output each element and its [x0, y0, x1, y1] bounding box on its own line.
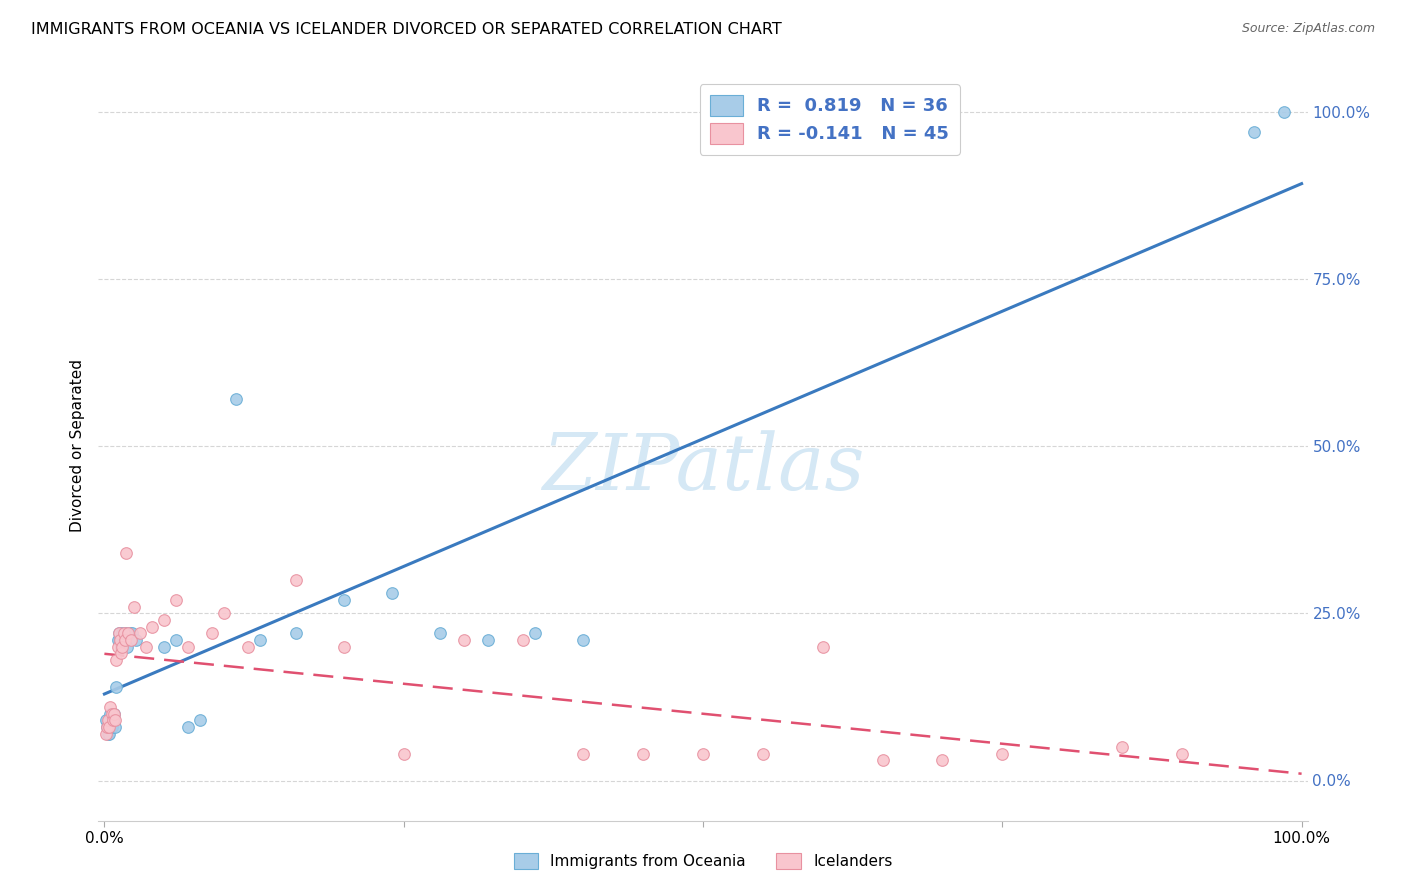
Point: [153, 640, 176, 654]
Point: [104, 720, 127, 734]
Point: [100, 720, 122, 734]
Text: ZIPatlas: ZIPatlas: [541, 430, 865, 507]
Point: [392, 747, 415, 761]
Point: [811, 640, 834, 654]
Point: [103, 706, 125, 721]
Point: [107, 626, 129, 640]
Point: [111, 626, 134, 640]
Point: [991, 747, 1014, 761]
Point: [249, 633, 271, 648]
Point: [105, 680, 128, 694]
Point: [103, 706, 125, 721]
Point: [284, 626, 307, 640]
Text: IMMIGRANTS FROM OCEANIA VS ICELANDER DIVORCED OR SEPARATED CORRELATION CHART: IMMIGRANTS FROM OCEANIA VS ICELANDER DIV…: [31, 22, 782, 37]
Point: [97, 714, 120, 728]
Point: [872, 753, 894, 767]
Point: [115, 626, 138, 640]
Point: [477, 633, 499, 648]
Point: [188, 714, 211, 728]
Point: [165, 593, 187, 607]
Point: [112, 633, 135, 648]
Point: [101, 714, 124, 728]
Point: [98, 726, 121, 740]
Point: [236, 640, 259, 654]
Point: [117, 626, 139, 640]
Point: [572, 747, 595, 761]
Point: [124, 599, 146, 614]
Point: [212, 607, 235, 621]
Point: [381, 586, 404, 600]
Point: [96, 720, 118, 734]
Point: [572, 633, 595, 648]
Point: [177, 720, 200, 734]
Point: [120, 633, 142, 648]
Point: [121, 626, 143, 640]
Point: [512, 633, 534, 648]
Point: [98, 720, 121, 734]
Point: [135, 640, 157, 654]
Point: [105, 653, 128, 667]
Legend: Immigrants from Oceania, Icelanders: Immigrants from Oceania, Icelanders: [508, 847, 898, 875]
Y-axis label: Divorced or Separated: Divorced or Separated: [70, 359, 86, 533]
Point: [107, 633, 129, 648]
Point: [107, 640, 129, 654]
Point: [100, 706, 122, 721]
Point: [201, 626, 224, 640]
Point: [115, 546, 138, 560]
Point: [104, 714, 127, 728]
Point: [225, 392, 247, 407]
Point: [333, 640, 356, 654]
Point: [165, 633, 187, 648]
Point: [108, 633, 131, 648]
Point: [333, 593, 356, 607]
Legend: R =  0.819   N = 36, R = -0.141   N = 45: R = 0.819 N = 36, R = -0.141 N = 45: [700, 84, 960, 154]
Point: [94, 726, 117, 740]
Point: [111, 640, 134, 654]
Point: [101, 714, 124, 728]
Point: [141, 620, 163, 634]
Point: [100, 706, 122, 721]
Point: [429, 626, 451, 640]
Point: [1243, 125, 1265, 139]
Point: [100, 699, 122, 714]
Point: [97, 726, 120, 740]
Point: [114, 633, 136, 648]
Point: [108, 633, 131, 648]
Point: [115, 640, 138, 654]
Point: [129, 626, 152, 640]
Point: [110, 640, 132, 654]
Point: [177, 640, 200, 654]
Point: [631, 747, 654, 761]
Point: [107, 626, 129, 640]
Point: [153, 613, 176, 627]
Point: [284, 573, 307, 587]
Point: [1111, 740, 1133, 755]
Point: [453, 633, 475, 648]
Point: [1171, 747, 1194, 761]
Point: [1272, 104, 1295, 119]
Text: Source: ZipAtlas.com: Source: ZipAtlas.com: [1241, 22, 1375, 36]
Point: [110, 646, 132, 660]
Point: [692, 747, 714, 761]
Point: [124, 633, 146, 648]
Point: [524, 626, 547, 640]
Point: [96, 720, 118, 734]
Point: [94, 714, 117, 728]
Point: [112, 626, 135, 640]
Point: [752, 747, 775, 761]
Point: [931, 753, 953, 767]
Point: [118, 626, 141, 640]
